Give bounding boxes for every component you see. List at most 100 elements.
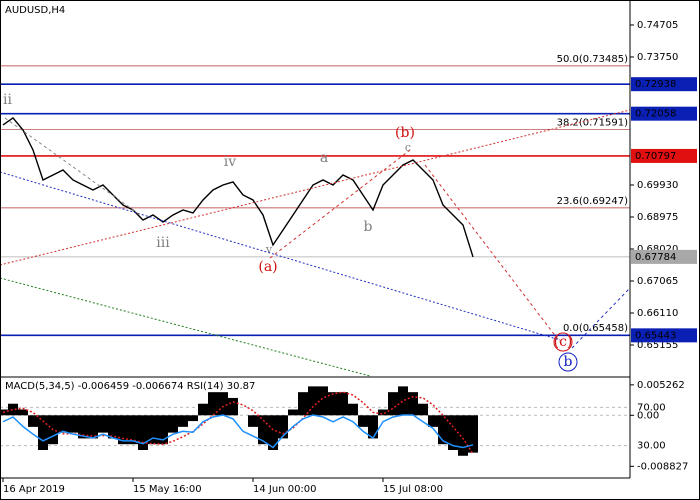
macd-bar: [68, 415, 78, 433]
macd-bar: [338, 392, 348, 416]
macd-bar: [418, 403, 428, 416]
y-tick-label: -0.008827: [637, 461, 688, 472]
level-label: 0.65443: [635, 330, 676, 341]
level-box: [631, 249, 697, 264]
macd-bar: [78, 415, 88, 439]
macd-bar: [448, 415, 458, 450]
macd-bar: [278, 415, 288, 439]
macd-bar: [308, 386, 318, 416]
y-tick-label: 0.67065: [637, 276, 678, 287]
macd-bar: [378, 409, 388, 416]
level-label: 0.67784: [635, 252, 676, 263]
y-tick-label: 0.74705: [637, 20, 678, 31]
fibo-label: 23.6(0.69247): [557, 196, 629, 207]
macd-bar: [458, 415, 468, 456]
y2-tick-label: 70.00: [637, 402, 666, 413]
price-line: [2, 117, 474, 258]
macd-bar: [258, 415, 268, 445]
wave-label: ii: [3, 92, 12, 108]
wave-label: v: [265, 243, 273, 256]
y-tick-label: 0.68020: [637, 244, 678, 255]
macd-bar: [108, 415, 118, 439]
level-box: [631, 148, 697, 163]
macd-bar: [228, 397, 238, 416]
wave-label: (a): [258, 259, 277, 275]
wave-label: (c): [554, 334, 573, 350]
macd-bar: [408, 392, 418, 416]
macd-bar: [198, 403, 208, 416]
macd-bar: [8, 403, 18, 416]
y-tick-label: 0.73750: [637, 52, 678, 63]
wave-line: [424, 164, 561, 343]
level-box: [631, 328, 697, 343]
wave-line: [571, 287, 631, 349]
macd-bar: [388, 392, 398, 416]
macd-bar: [208, 392, 218, 416]
macd-bar: [328, 392, 338, 416]
wave-label: iii: [156, 235, 170, 251]
rsi-line: [2, 414, 474, 449]
x-tick-label: 16 Apr 2019: [3, 484, 65, 495]
y2-tick-label: 30.00: [637, 441, 666, 452]
wave-label: (b): [395, 125, 415, 141]
macd-bar: [148, 415, 158, 445]
macd-bar: [168, 415, 178, 433]
macd-bar: [348, 403, 358, 416]
macd-bar: [318, 386, 328, 416]
macd-bar: [428, 415, 438, 427]
y-tick-label: 0.69930: [637, 180, 678, 191]
y-tick-label: 0.68975: [637, 212, 678, 223]
macd-bar: [358, 415, 368, 427]
level-box: [631, 77, 697, 92]
wave-label: a: [320, 150, 328, 166]
macd-bar: [18, 409, 28, 416]
trend-line: [0, 109, 631, 266]
macd-bar: [188, 415, 198, 422]
wave-circle: [553, 332, 573, 352]
x-tick-label: 15 Jul 08:00: [383, 484, 443, 495]
signal-line: [2, 391, 474, 455]
macd-bar: [288, 409, 298, 416]
level-label: 0.70797: [635, 151, 676, 162]
fibo-label: 0.0(0.65458): [563, 323, 628, 334]
wave-circle: [558, 352, 578, 372]
wave-label: b: [564, 354, 573, 370]
macd-bar: [58, 415, 68, 433]
macd-bar: [298, 392, 308, 416]
macd-bar: [268, 415, 278, 450]
macd-bar: [158, 415, 168, 445]
indicator-title: MACD(5,34,5) -0.006459 -0.006674 RSI(14)…: [5, 381, 255, 392]
y-tick-label: 0.66110: [637, 308, 678, 319]
fibo-label: 50.0(0.73485): [557, 54, 629, 65]
x-tick-label: 15 May 16:00: [133, 484, 202, 495]
trend-line: [0, 171, 561, 341]
level-label: 0.72058: [635, 109, 676, 120]
macd-bar: [178, 415, 188, 427]
trend-lines: [0, 109, 631, 377]
chart-title: AUDUSD,H4: [5, 5, 65, 16]
macd-bar: [218, 392, 228, 416]
level-label: 0.72938: [635, 79, 676, 90]
macd-bar: [138, 415, 148, 450]
wave-line: [4, 117, 141, 216]
y-tick-label: 0.00: [637, 410, 659, 421]
macd-bar: [128, 415, 138, 445]
wave-label: iv: [224, 154, 236, 170]
macd-bar: [28, 415, 38, 427]
fibo-label: 38.2(0.71591): [557, 117, 629, 128]
macd-bar: [468, 415, 478, 453]
macd-bar: [118, 415, 128, 445]
macd-bar: [398, 386, 408, 416]
x-tick-label: 14 Jun 00:00: [253, 484, 317, 495]
level-box: [631, 106, 697, 121]
wave-label: b: [364, 219, 373, 235]
macd-bar: [38, 415, 48, 450]
wave-label: c: [405, 141, 411, 154]
macd-bar: [98, 415, 108, 433]
macd-bar: [248, 415, 258, 427]
macd-bar: [438, 415, 448, 445]
macd-bar: [88, 415, 98, 439]
y-tick-label: 0.005262: [637, 380, 685, 391]
y-tick-label: 0.65155: [637, 340, 678, 351]
